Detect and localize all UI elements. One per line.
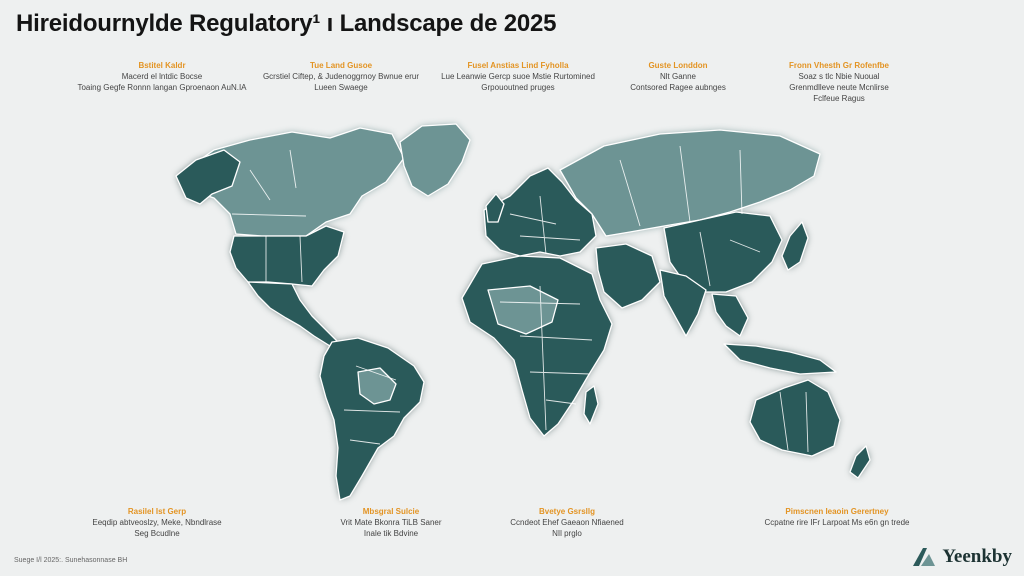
- usa-region: [229, 225, 345, 287]
- callout-heading: Fusel Anstias Lind Fyholla: [467, 61, 569, 70]
- callout-text: Ccndeot Ehef Gaeaon Nfiaened: [510, 518, 624, 527]
- callout-top-3: Fusel Anstias Lind Fyholla Lue Leanwie G…: [433, 60, 603, 93]
- callout-text: Gcrstiel Ciftep, & Judenoggrnoy Bwnue er…: [262, 72, 420, 81]
- callout-heading: Guste Londdon: [648, 61, 708, 70]
- south-america-region: [319, 337, 425, 501]
- callout-heading: Bstitel Kaldr: [138, 61, 186, 70]
- callout-heading: Pimscnen Ieaoin Gerertney: [785, 507, 889, 516]
- callout-bottom-1: Rasilel Ist Gerp Eeqdip abtveoslzy, Meke…: [72, 506, 242, 539]
- callout-text: NIl prglo: [552, 529, 582, 538]
- callout-text: Inale tik Bdvine: [363, 529, 419, 538]
- indonesia-region: [723, 343, 837, 375]
- callout-bottom-2: Mbsgral Sulcie Vrit Mate Bkonra TiLB San…: [306, 506, 476, 539]
- callout-text: Toaing Gegfe Ronnn langan Gproenaon AuN.…: [77, 83, 247, 92]
- callout-text: Seg Bcudlne: [134, 529, 180, 538]
- callout-text: Grpououtned pruges: [481, 83, 555, 92]
- source-footnote: Suege I/l 2025:. Sunehasonnase BH: [14, 557, 128, 564]
- callout-text: Soaz s tlc Nbie Nuoual: [798, 72, 880, 81]
- callout-text: Eeqdip abtveoslzy, Meke, Nbndlrase: [92, 518, 222, 527]
- new-zealand-region: [849, 445, 871, 479]
- callout-text: Fclfeue Ragus: [813, 94, 865, 103]
- mexico-central-america-region: [247, 281, 341, 347]
- callout-heading: Bvetye Gsrsllg: [538, 507, 596, 516]
- callout-text: Ccpatne rire IFr Larpoat Ms e6n gn trede: [764, 518, 910, 527]
- callout-text: Contsored Ragee aubnges: [630, 83, 726, 92]
- callout-bottom-4: Pimscnen Ieaoin Gerertney Ccpatne rire I…: [752, 506, 922, 528]
- callout-text: Nlt Ganne: [659, 72, 697, 81]
- middle-east-region: [595, 243, 661, 309]
- callout-heading: Mbsgral Sulcie: [362, 507, 420, 516]
- callout-text: Lue Leanwie Gercp suoe Mstie Rurtomined: [441, 72, 595, 81]
- europe-region: [483, 167, 597, 257]
- brand-logo: Yeenkby: [911, 546, 1012, 568]
- callout-heading: Rasilel Ist Gerp: [127, 507, 187, 516]
- callout-text: Grenmdlleve neute Mcnlirse: [789, 83, 889, 92]
- alaska-region: [175, 149, 241, 205]
- yeenkby-logo-icon: [913, 548, 936, 566]
- callout-top-1: Bstitel Kaldr Macerd el lntdic Bocse Toa…: [77, 60, 247, 93]
- australia-region: [749, 379, 841, 457]
- japan-region: [781, 221, 809, 271]
- callout-text: Vrit Mate Bkonra TiLB Saner: [340, 518, 442, 527]
- callout-heading: Tue Land Gusoe: [309, 61, 373, 70]
- callout-heading: Fronn Vhesth Gr Rofenfbe: [789, 61, 889, 70]
- callout-top-5: Fronn Vhesth Gr Rofenfbe Soaz s tlc Nbie…: [754, 60, 924, 104]
- russia-region: [559, 129, 821, 237]
- uk-region: [485, 193, 505, 223]
- page-title: Hireidournylde Regulatory¹ ı Landscape d…: [16, 10, 557, 37]
- madagascar-region: [583, 385, 599, 425]
- greenland-region: [399, 123, 471, 197]
- callout-text: Macerd el lntdic Bocse: [121, 72, 203, 81]
- callout-text: Lueen Swaege: [314, 83, 368, 92]
- callout-bottom-3: Bvetye Gsrsllg Ccndeot Ehef Gaeaon Nfiae…: [482, 506, 652, 539]
- canada-region: [187, 127, 405, 237]
- brand-name: Yeenkby: [942, 546, 1012, 567]
- southeast-asia-region: [711, 293, 749, 337]
- callout-top-2: Tue Land Gusoe Gcrstiel Ciftep, & Judeno…: [256, 60, 426, 93]
- callout-top-4: Guste Londdon Nlt Ganne Contsored Ragee …: [593, 60, 763, 93]
- india-region: [659, 269, 707, 337]
